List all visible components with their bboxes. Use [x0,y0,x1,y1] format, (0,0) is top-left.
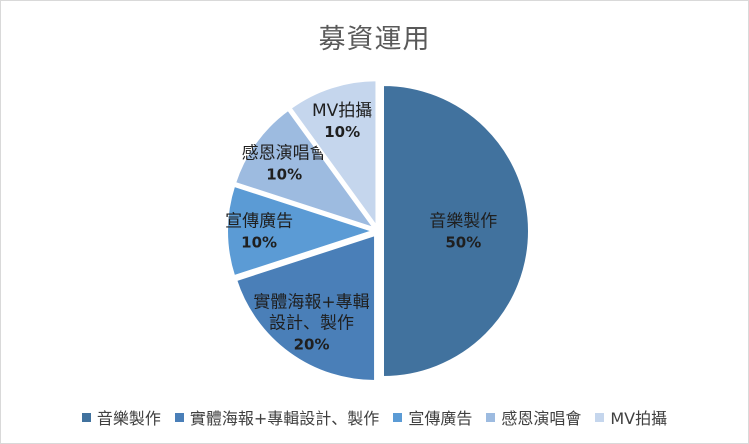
legend-item-4: MV拍攝 [595,405,667,429]
legend-label-0: 音樂製作 [96,409,161,428]
pie-slice-2 [226,184,377,278]
slice-value-label-0: 50% [445,234,481,252]
legend-swatch-2 [393,412,403,422]
slice-value-label-4: 10% [324,123,360,141]
slice-name-label-3: 感恩演唱會 [242,143,327,163]
legend-item-3: 感恩演唱會 [486,405,581,429]
legend-label-1: 實體海報+專輯設計、製作 [189,409,380,428]
chart-title: 募資運用 [318,24,431,55]
slice-value-label-2: 10% [241,234,277,252]
legend-label-4: MV拍攝 [610,409,668,428]
slice-name-label-4: MV拍攝 [312,101,372,121]
pie-slice-0 [382,83,530,379]
legend-swatch-1 [174,412,184,422]
slice-value-label-3: 10% [266,165,302,183]
slice-value-label-1: 20% [294,335,330,353]
legend-swatch-3 [486,412,496,422]
chart-legend: 音樂製作 實體海報+專輯設計、製作 宣傳廣告 感恩演唱會 MV拍攝 [1,405,748,429]
pie-slice-1 [234,233,377,383]
legend-label-2: 宣傳廣告 [408,409,473,428]
legend-swatch-0 [81,412,91,422]
legend-label-3: 感恩演唱會 [501,409,582,428]
slice-name-label-1: 設計、製作 [269,313,354,333]
slice-name-label-0: 音樂製作 [429,212,497,232]
legend-swatch-4 [595,412,605,422]
slice-name-label-2: 宣傳廣告 [225,212,293,232]
pie-slice-3 [233,108,377,230]
slice-name-label-1: 實體海報+專輯 [253,292,369,312]
legend-item-1: 實體海報+專輯設計、製作 [174,405,380,429]
pie-slice-4 [289,79,378,230]
legend-item-2: 宣傳廣告 [393,405,472,429]
legend-item-0: 音樂製作 [81,405,161,429]
